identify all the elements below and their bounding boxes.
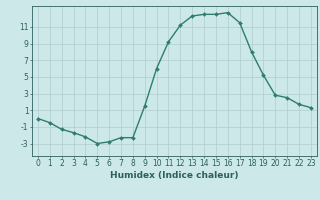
X-axis label: Humidex (Indice chaleur): Humidex (Indice chaleur) [110,171,239,180]
